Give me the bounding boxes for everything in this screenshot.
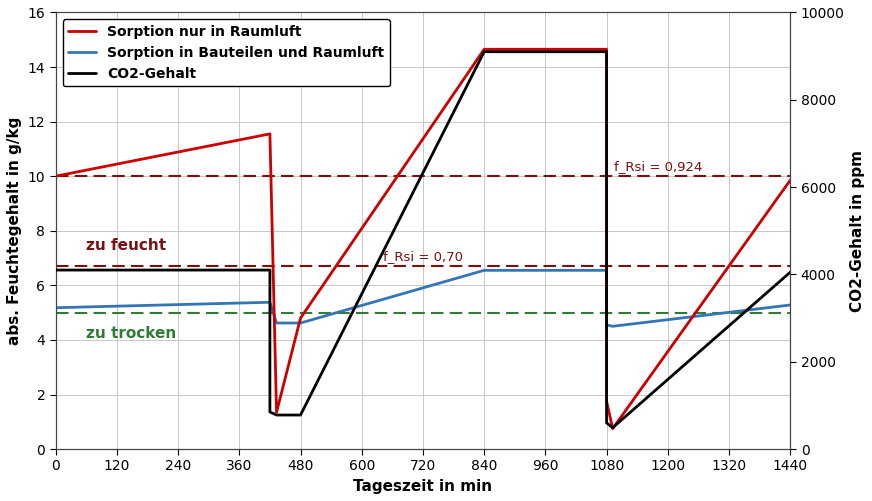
- Sorption in Bauteilen und Raumluft: [271, 320, 282, 326]
- Sorption nur in Raumluft: [265, 131, 276, 137]
- CO2-Gehalt: [271, 412, 282, 418]
- Sorption in Bauteilen und Raumluft: [602, 268, 612, 274]
- Sorption nur in Raumluft: [265, 131, 276, 137]
- CO2-Gehalt: [785, 269, 795, 275]
- Sorption nur in Raumluft: [602, 398, 612, 404]
- CO2-Gehalt: [602, 49, 612, 55]
- Text: f_Rsi = 0,70: f_Rsi = 0,70: [383, 250, 463, 263]
- CO2-Gehalt: [51, 267, 61, 273]
- CO2-Gehalt: [479, 49, 489, 55]
- Sorption nur in Raumluft: [271, 409, 282, 415]
- Sorption in Bauteilen und Raumluft: [602, 322, 612, 328]
- CO2-Gehalt: [494, 49, 505, 55]
- Line: Sorption in Bauteilen und Raumluft: Sorption in Bauteilen und Raumluft: [56, 271, 790, 326]
- Y-axis label: CO2-Gehalt in ppm: CO2-Gehalt in ppm: [850, 150, 865, 312]
- Sorption nur in Raumluft: [479, 46, 489, 52]
- Sorption in Bauteilen und Raumluft: [296, 320, 306, 326]
- Sorption in Bauteilen und Raumluft: [785, 302, 795, 308]
- X-axis label: Tageszeit in min: Tageszeit in min: [353, 479, 493, 494]
- Sorption in Bauteilen und Raumluft: [51, 305, 61, 311]
- Sorption in Bauteilen und Raumluft: [494, 268, 505, 274]
- Sorption nur in Raumluft: [602, 46, 612, 52]
- Sorption in Bauteilen und Raumluft: [265, 299, 276, 305]
- CO2-Gehalt: [602, 420, 612, 426]
- Sorption nur in Raumluft: [51, 173, 61, 179]
- Text: zu trocken: zu trocken: [86, 326, 176, 341]
- Text: zu feucht: zu feucht: [86, 238, 167, 254]
- CO2-Gehalt: [265, 267, 276, 273]
- CO2-Gehalt: [296, 412, 306, 418]
- Sorption nur in Raumluft: [494, 46, 505, 52]
- Legend: Sorption nur in Raumluft, Sorption in Bauteilen und Raumluft, CO2-Gehalt: Sorption nur in Raumluft, Sorption in Ba…: [63, 20, 390, 86]
- Text: f_Rsi = 0,924: f_Rsi = 0,924: [614, 160, 703, 173]
- CO2-Gehalt: [608, 425, 618, 431]
- Sorption in Bauteilen und Raumluft: [608, 323, 618, 329]
- Sorption nur in Raumluft: [296, 315, 306, 321]
- Line: Sorption nur in Raumluft: Sorption nur in Raumluft: [56, 49, 790, 429]
- Sorption nur in Raumluft: [608, 426, 618, 432]
- Line: CO2-Gehalt: CO2-Gehalt: [56, 52, 790, 428]
- Sorption in Bauteilen und Raumluft: [479, 268, 489, 274]
- CO2-Gehalt: [265, 409, 276, 415]
- Sorption nur in Raumluft: [785, 177, 795, 183]
- Sorption in Bauteilen und Raumluft: [265, 299, 276, 305]
- Y-axis label: abs. Feuchtegehalt in g/kg: abs. Feuchtegehalt in g/kg: [7, 117, 22, 345]
